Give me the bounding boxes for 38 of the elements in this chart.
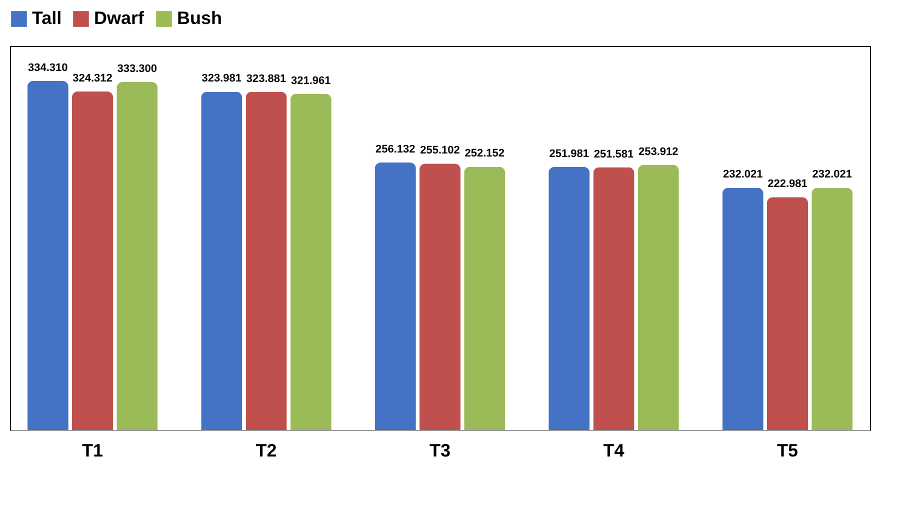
legend-label: Bush <box>177 8 222 28</box>
data-label: 334.310 <box>28 62 68 74</box>
data-label: 323.981 <box>202 72 242 85</box>
data-label: 251.581 <box>594 148 634 160</box>
data-label: 333.300 <box>117 62 158 75</box>
data-label: 251.981 <box>549 148 589 160</box>
bar <box>374 162 416 430</box>
bar <box>72 91 114 430</box>
bar <box>638 164 679 430</box>
x-tick-label: T2 <box>256 440 277 460</box>
data-label: 324.312 <box>72 72 112 84</box>
legend-label: Tall <box>32 8 62 28</box>
data-label: 255.102 <box>420 144 460 157</box>
bar <box>812 188 853 430</box>
bar <box>766 197 808 430</box>
data-label: 323.881 <box>246 72 286 85</box>
bar <box>548 166 590 430</box>
bar <box>419 164 461 430</box>
bar <box>290 94 332 430</box>
data-label: 232.021 <box>722 168 763 181</box>
x-tick-label: T5 <box>776 440 798 460</box>
data-label: 253.912 <box>638 146 678 158</box>
legend-label: Dwarf <box>94 8 146 28</box>
bar <box>464 166 506 430</box>
data-label: 232.021 <box>812 168 852 181</box>
data-label: 252.152 <box>464 148 505 160</box>
data-label: 321.961 <box>291 74 331 87</box>
bar <box>593 167 634 430</box>
bar <box>116 82 158 430</box>
x-tick-label: T1 <box>82 440 104 460</box>
bar <box>201 92 242 430</box>
data-label: 256.132 <box>375 144 416 156</box>
bar <box>27 80 68 430</box>
bar <box>246 92 287 430</box>
bar <box>722 188 764 430</box>
x-tick-label: T3 <box>429 440 451 460</box>
x-tick-label: T4 <box>603 440 624 460</box>
data-label: 222.981 <box>768 178 808 190</box>
